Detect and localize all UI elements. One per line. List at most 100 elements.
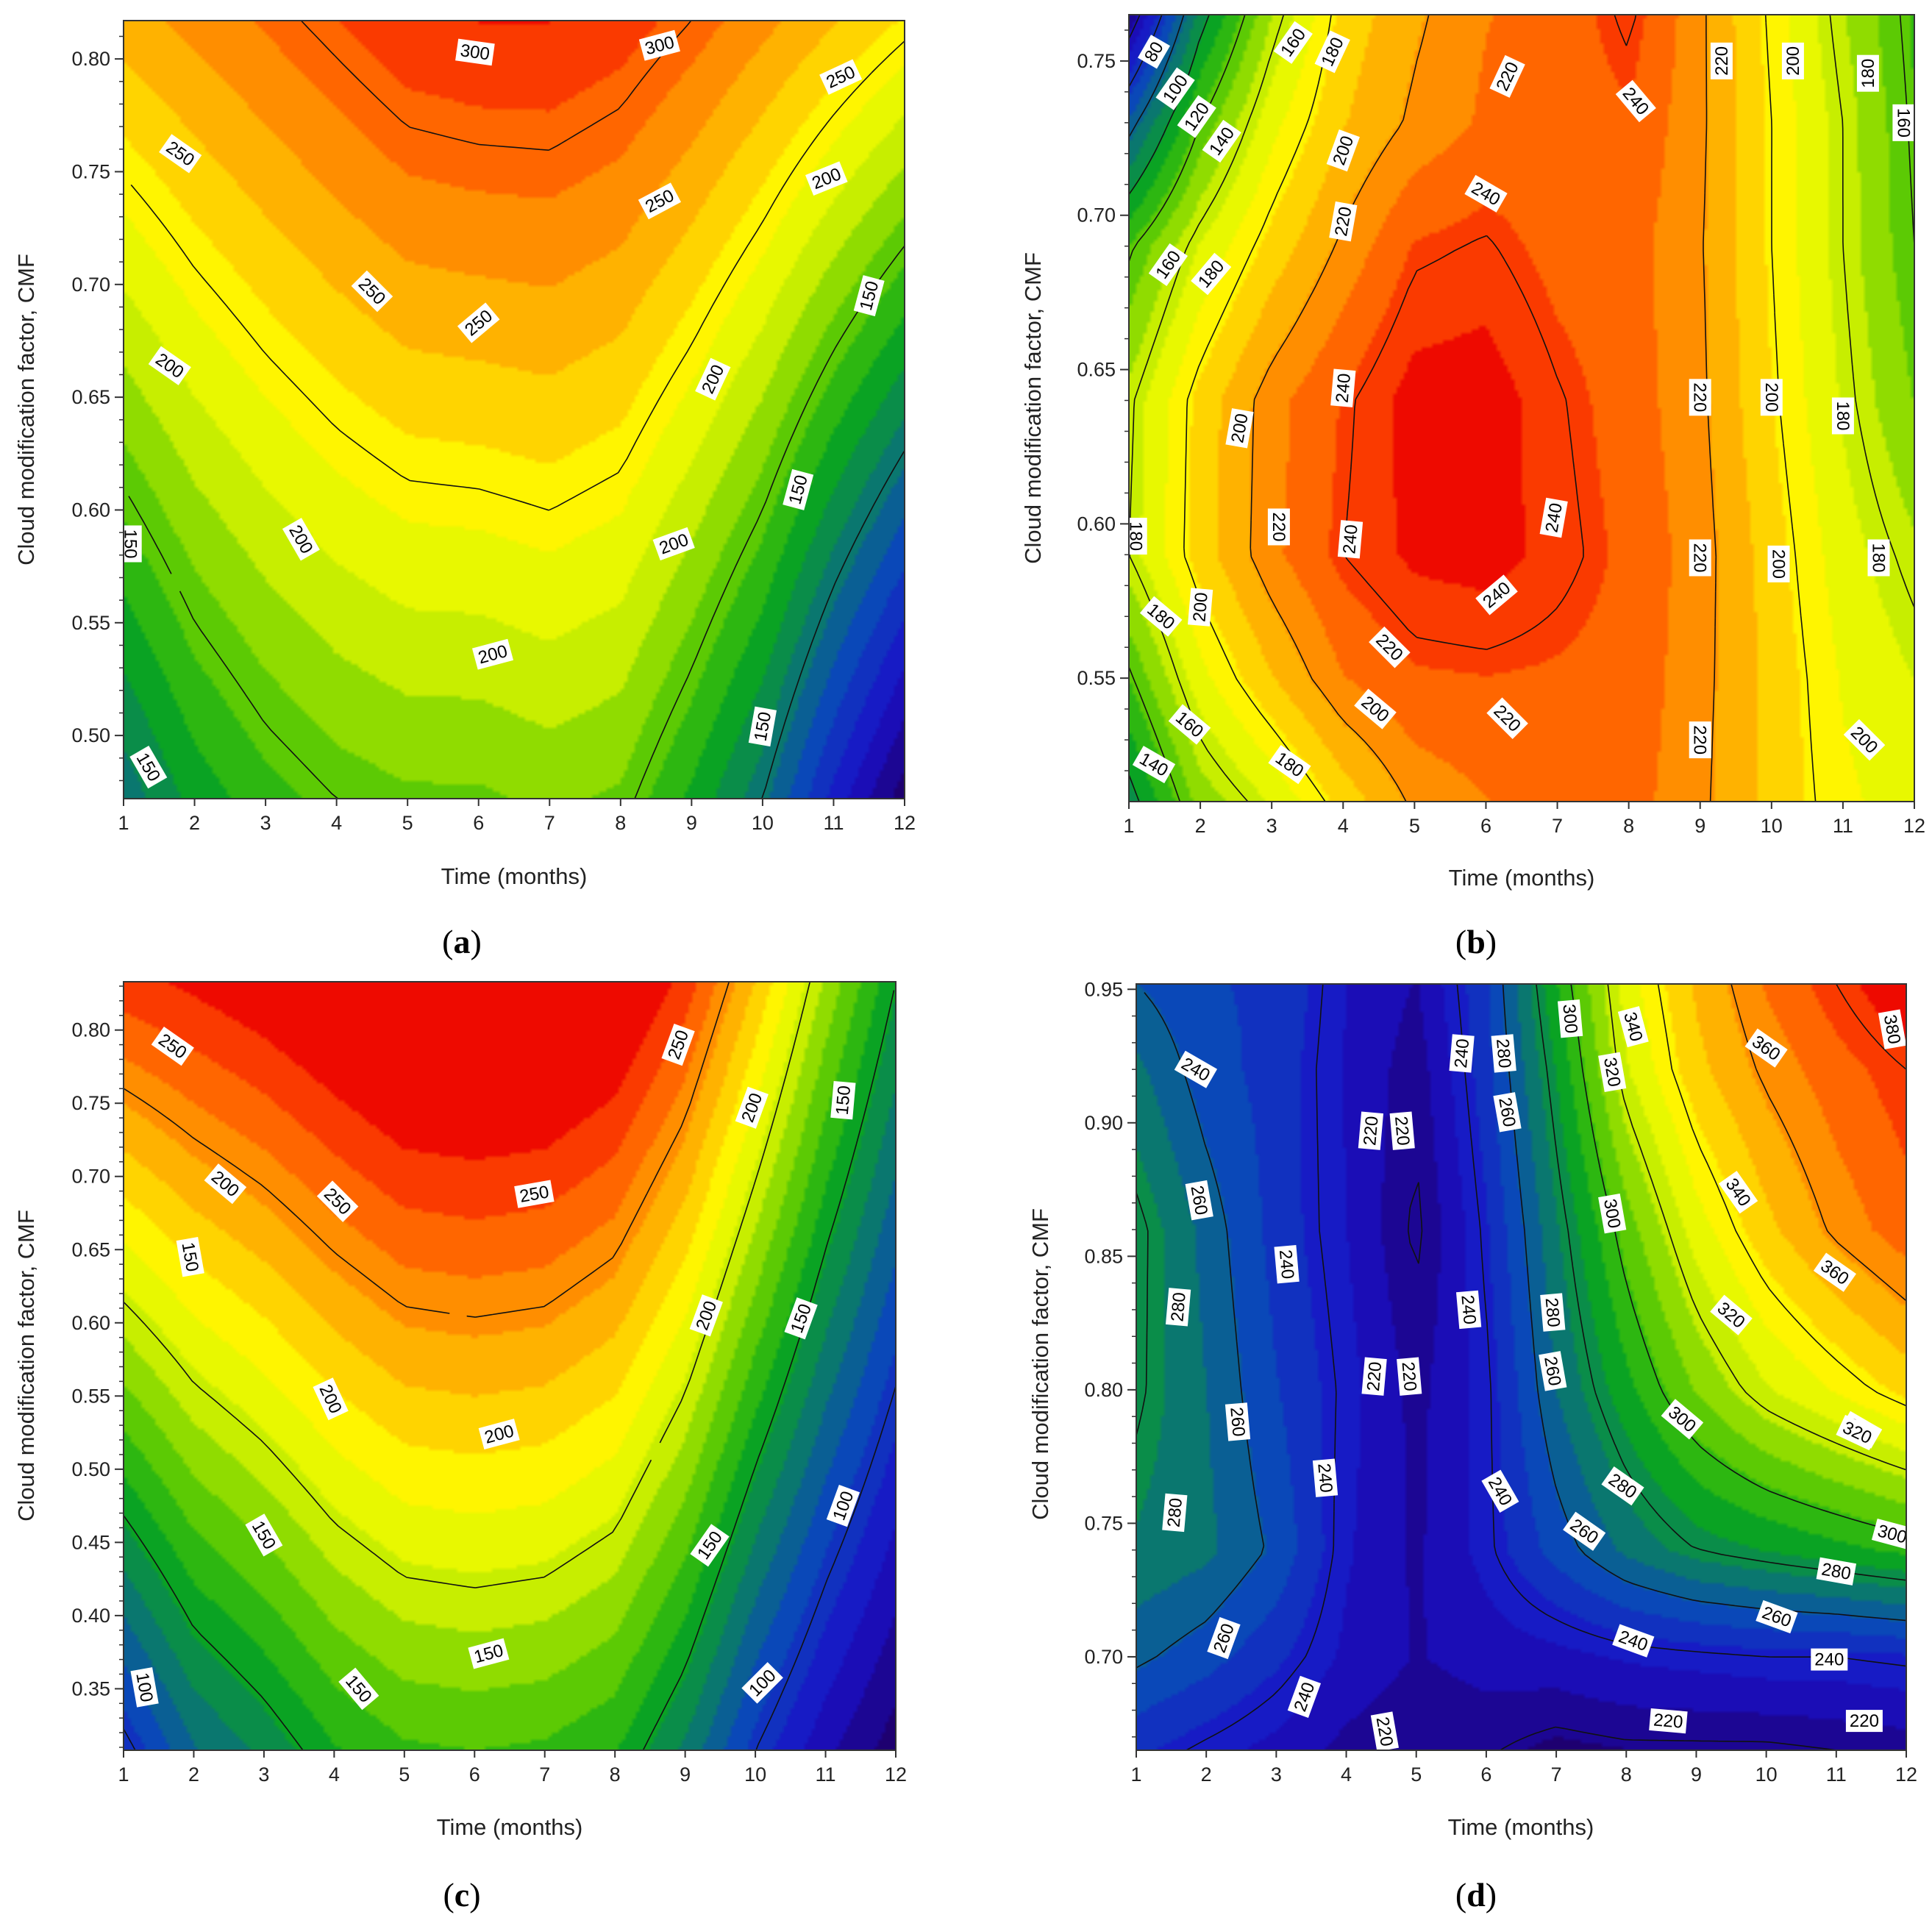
contour-line-120 — [1128, 14, 1185, 138]
y-tick-label: 0.60 — [71, 499, 110, 521]
contour-label: 180 — [1831, 397, 1854, 435]
y-tick-label: 0.90 — [1084, 1112, 1123, 1134]
contour-label-value: 200 — [1761, 382, 1781, 412]
panel-caption-a: (a) — [442, 923, 482, 960]
x-tick-label: 2 — [1195, 815, 1206, 837]
contour-label-box — [1326, 129, 1360, 172]
panel-caption-b: (b) — [1455, 923, 1497, 960]
x-tick-label: 12 — [1903, 815, 1925, 837]
contour-label-box — [1649, 1708, 1688, 1734]
y-tick-label: 0.50 — [71, 724, 110, 746]
contour-label-box — [1617, 1006, 1649, 1048]
contour-label-box — [1174, 1050, 1218, 1088]
heatmap-surface — [1136, 984, 1906, 1750]
contour-label-box — [830, 1080, 856, 1120]
x-tick-label: 6 — [1480, 815, 1491, 837]
contour-labels: 300 3002502502502502502002002002002002001… — [119, 29, 885, 789]
contour-label-value: 240 — [1313, 1463, 1336, 1494]
contour-label-value: 260 — [1226, 1406, 1248, 1437]
contour-label-box — [1598, 1193, 1627, 1234]
contour-label-value: 240 — [1333, 373, 1355, 404]
contour-label-box — [316, 1180, 359, 1222]
plot-frame — [123, 981, 897, 1751]
y-tick-label: 0.80 — [71, 1019, 110, 1041]
contour-label-box — [1312, 1458, 1339, 1497]
contour-label: 320 — [1598, 1052, 1627, 1093]
contour-label-box — [1202, 119, 1241, 163]
contour-label-box — [148, 346, 191, 385]
x-tick-label: 7 — [544, 812, 555, 834]
contour-label: 280 — [1816, 1557, 1857, 1586]
x-tick-label: 11 — [816, 1763, 836, 1786]
contour-label-box — [1871, 1518, 1914, 1549]
contour-label-box — [1836, 1414, 1879, 1451]
x-tick-label: 1 — [118, 812, 129, 834]
x-tick-label: 2 — [188, 1763, 199, 1786]
contour-label-value: 300 — [459, 40, 491, 64]
contour-line-150 — [123, 990, 895, 1751]
contour-label-box — [204, 1163, 247, 1205]
contour-lines — [1136, 983, 1907, 1751]
contour-label: 220 — [1649, 1708, 1688, 1734]
x-tick-label: 12 — [885, 1763, 907, 1786]
contour-label: 300 — [1598, 1193, 1627, 1234]
contour-label-value: 220 — [1690, 725, 1710, 755]
x-tick-label: 7 — [1552, 815, 1563, 837]
contour-line-200 — [1183, 14, 1817, 802]
contour-label-value: 220 — [1850, 1711, 1879, 1731]
contour-label: 220 — [1710, 42, 1733, 79]
x-tick-label: 12 — [894, 812, 916, 834]
contour-label-value: 160 — [1893, 108, 1913, 138]
y-tick-label: 0.80 — [71, 48, 110, 70]
x-tick-label: 5 — [1411, 1763, 1422, 1786]
y-tick-label: 0.55 — [71, 1385, 110, 1407]
contour-label-box — [1856, 54, 1879, 92]
contour-label-value: 220 — [1712, 46, 1732, 76]
contour-lines — [123, 981, 897, 1751]
contour-label: 300 — [455, 38, 495, 66]
contour-label: 240 — [1330, 368, 1356, 407]
contour-label-box — [1718, 1171, 1758, 1214]
contour-line-180 — [1128, 14, 1915, 802]
contour-label-box — [245, 1513, 283, 1557]
heatmap-surface — [1129, 15, 1914, 802]
contour-label-box — [1274, 1244, 1300, 1284]
contour-label-box — [1191, 252, 1232, 296]
contour-label-box — [1661, 1399, 1704, 1440]
x-tick-label: 3 — [1271, 1763, 1282, 1786]
contour-line-220 — [1250, 14, 1717, 802]
contour-label-box — [1165, 1288, 1191, 1327]
contour-label-box — [783, 468, 814, 510]
contour-label-value: 180 — [1869, 543, 1889, 572]
contour-label-box — [1162, 1493, 1188, 1533]
contour-label-box — [1744, 1028, 1788, 1068]
contour-label-box — [1557, 999, 1583, 1038]
y-tick-label: 0.75 — [1077, 50, 1116, 72]
x-tick-label: 11 — [1833, 815, 1853, 837]
contour-label: 150 — [830, 1080, 856, 1120]
contour-label-box — [1187, 588, 1213, 627]
x-tick-label: 10 — [1755, 1763, 1778, 1786]
contour-label-box — [1397, 1357, 1422, 1396]
contour-label: 220 — [1397, 1357, 1422, 1396]
contour-label-box — [1689, 539, 1711, 577]
x-tick-label: 2 — [189, 812, 200, 834]
contour-label-value: 280 — [1541, 1297, 1564, 1328]
contour-line-250 — [130, 40, 905, 511]
contour-label-box — [1689, 721, 1711, 759]
contour-label-box — [1455, 1290, 1482, 1330]
contour-label: 260 — [1225, 1402, 1251, 1441]
contour-label-box — [130, 1667, 159, 1708]
x-axis-ticks: 1 2 3 4 5 6 7 8 9 10 11 12 — [1130, 1750, 1917, 1786]
contour-label: 220 — [1689, 539, 1711, 577]
contour-label-box — [1358, 1111, 1384, 1150]
x-tick-label: 4 — [329, 1763, 340, 1786]
x-tick-label: 5 — [1409, 815, 1420, 837]
contour-label-box — [1273, 21, 1313, 64]
x-tick-label: 12 — [1895, 1763, 1917, 1786]
contour-label-box — [313, 1377, 349, 1421]
